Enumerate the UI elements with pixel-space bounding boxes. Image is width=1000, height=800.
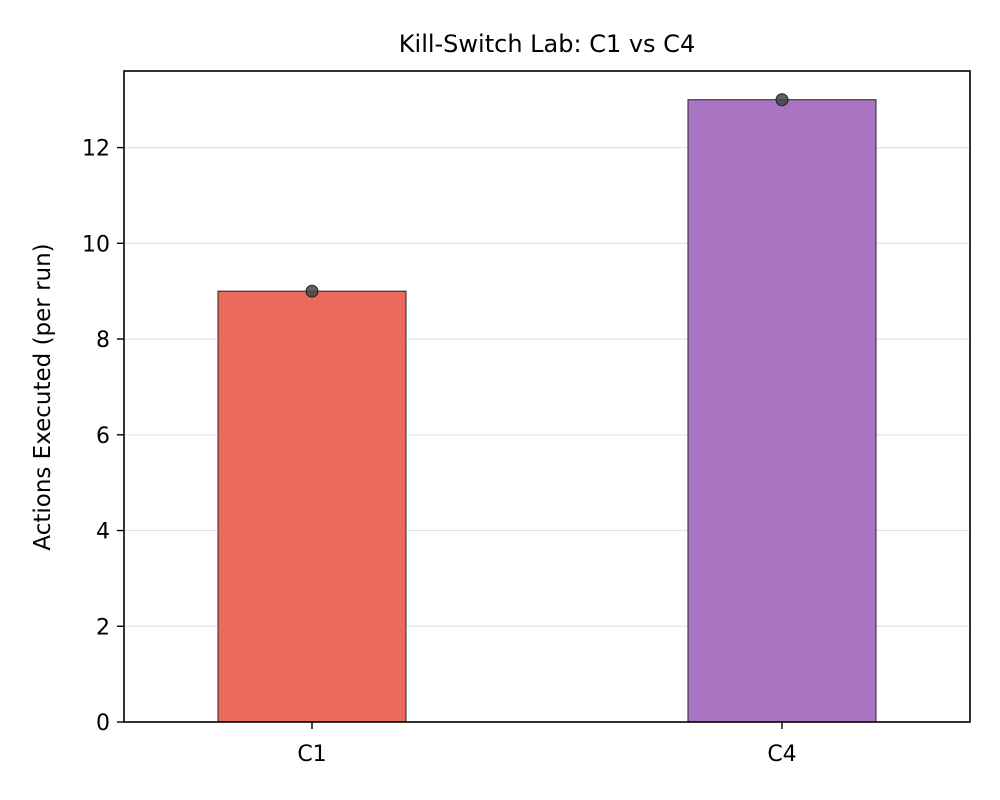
data-point-c1 [305, 284, 319, 298]
axes: 0 2 4 6 8 10 12 C1 C4 [82, 137, 797, 767]
y-tick-label: 6 [96, 424, 110, 449]
data-point-c4 [775, 93, 789, 107]
y-tick-label: 12 [82, 137, 110, 162]
y-tick-label: 10 [82, 232, 110, 257]
bars [217, 99, 877, 723]
y-axis-label: Actions Executed (per run) [30, 243, 56, 550]
x-tick-label: C1 [297, 742, 326, 767]
y-tick-label: 8 [96, 328, 110, 353]
data-points [305, 93, 789, 298]
y-tick-label: 2 [96, 615, 110, 640]
y-tick-label: 4 [96, 520, 110, 545]
bar-c1 [217, 290, 407, 723]
plot-frame [123, 70, 971, 723]
bar-c4 [687, 99, 877, 723]
y-tick-label: 0 [96, 711, 110, 736]
x-tick-label: C4 [767, 742, 796, 767]
chart-title: Kill-Switch Lab: C1 vs C4 [399, 30, 695, 58]
